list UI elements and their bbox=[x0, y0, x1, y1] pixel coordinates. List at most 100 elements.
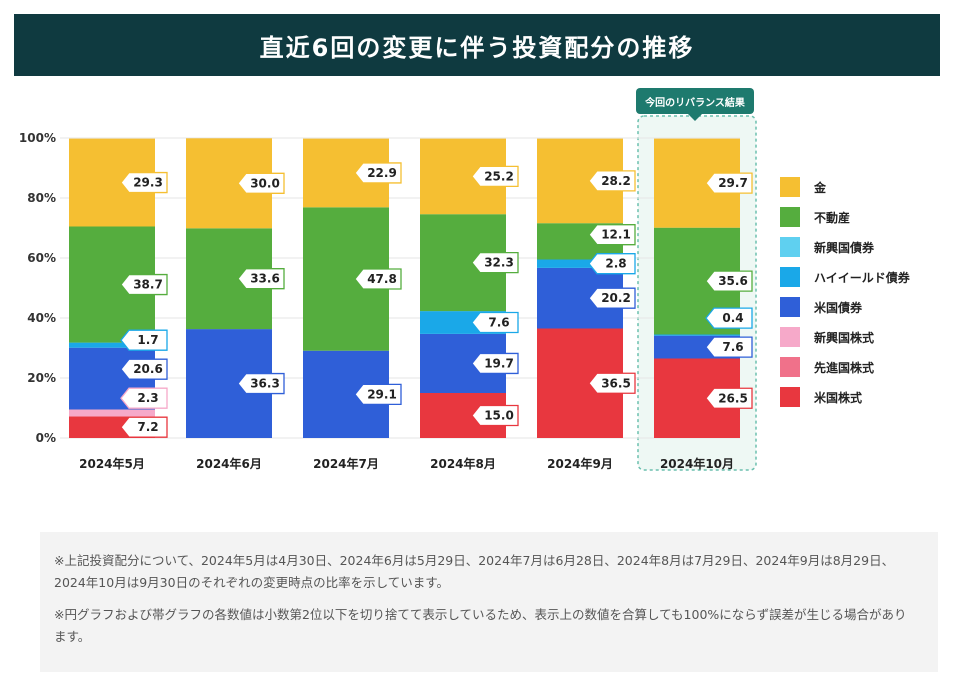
data-label: 15.0 bbox=[484, 409, 514, 423]
data-label-box bbox=[471, 252, 519, 274]
data-label-box bbox=[120, 358, 168, 380]
data-label-box bbox=[471, 352, 519, 375]
legend-item: 不動産 bbox=[780, 202, 910, 232]
y-tick-label: 40% bbox=[27, 311, 56, 325]
data-label: 7.2 bbox=[137, 420, 158, 434]
bar-segment bbox=[537, 259, 623, 268]
data-label: 19.7 bbox=[484, 356, 514, 370]
data-label-box bbox=[588, 224, 636, 246]
legend-swatch bbox=[780, 207, 800, 227]
data-label-box bbox=[588, 170, 636, 192]
data-label: 2.8 bbox=[605, 257, 626, 271]
y-tick-label: 0% bbox=[36, 431, 56, 445]
legend-item: 新興国債券 bbox=[780, 232, 910, 262]
data-label: 38.7 bbox=[133, 278, 163, 292]
data-label: 33.6 bbox=[250, 272, 280, 286]
data-label: 28.2 bbox=[601, 174, 631, 188]
data-label: 35.6 bbox=[718, 274, 748, 288]
legend-swatch bbox=[780, 177, 800, 197]
data-label: 47.8 bbox=[367, 272, 397, 286]
data-label: 32.3 bbox=[484, 256, 514, 270]
data-label: 36.3 bbox=[250, 377, 280, 391]
legend-swatch bbox=[780, 237, 800, 257]
x-category-label: 2024年6月 bbox=[196, 456, 262, 471]
legend-item: ハイイールド債券 bbox=[780, 262, 910, 292]
data-label-box bbox=[354, 268, 402, 290]
data-label-box bbox=[705, 387, 753, 409]
data-label-box bbox=[588, 372, 636, 394]
legend-swatch bbox=[780, 297, 800, 317]
chart-legend: 金不動産新興国債券ハイイールド債券 米国債券新興国株式先進国株式米国株式 bbox=[780, 172, 910, 412]
legend-label: 新興国株式 bbox=[814, 330, 875, 345]
data-label-box bbox=[237, 172, 285, 194]
x-category-label: 2024年8月 bbox=[430, 456, 496, 471]
data-label: 22.9 bbox=[367, 166, 397, 180]
legend-label: 新興国債券 bbox=[814, 240, 875, 255]
data-label: 26.5 bbox=[718, 391, 748, 405]
legend-swatch bbox=[780, 387, 800, 407]
x-category-label: 2024年5月 bbox=[79, 456, 145, 471]
data-label: 7.6 bbox=[488, 316, 509, 330]
data-label: 7.6 bbox=[722, 340, 743, 354]
legend-swatch bbox=[780, 267, 800, 287]
footnote-rounding: ※円グラフおよび帯グラフの各数値は小数第2位以下を切り捨てて表示しているため、表… bbox=[54, 607, 907, 644]
legend-item: 米国株式 bbox=[780, 382, 910, 412]
data-label: 2.3 bbox=[137, 391, 158, 405]
data-label-box bbox=[354, 162, 402, 184]
x-category-label: 2024年10月 bbox=[660, 456, 734, 471]
data-label: 20.2 bbox=[601, 291, 631, 305]
legend-swatch bbox=[780, 357, 800, 377]
legend-label: 金 bbox=[814, 180, 827, 195]
data-label-box bbox=[120, 329, 168, 351]
x-category-label: 2024年7月 bbox=[313, 456, 379, 471]
legend-item: 先進国株式 bbox=[780, 352, 910, 382]
data-label: 36.5 bbox=[601, 376, 631, 390]
data-label-box bbox=[471, 404, 519, 427]
bar-segment bbox=[654, 334, 740, 336]
chart-title: 直近6回の変更に伴う投資配分の推移 bbox=[14, 14, 940, 76]
data-label: 0.4 bbox=[722, 311, 743, 325]
data-label: 25.2 bbox=[484, 169, 514, 183]
x-category-label: 2024年9月 bbox=[547, 456, 613, 471]
data-label: 29.1 bbox=[367, 387, 397, 401]
data-label-box bbox=[705, 270, 753, 292]
data-label-box bbox=[705, 172, 753, 194]
legend-item: 米国債券 bbox=[780, 292, 910, 322]
data-label-box bbox=[120, 416, 168, 438]
current-rebalance-badge: 今回のリバランス結果 bbox=[636, 88, 754, 114]
data-label-box bbox=[471, 311, 519, 334]
data-label-box bbox=[237, 372, 285, 395]
footnote-box: ※上記投資配分について、2024年5月は4月30日、2024年6月は5月29日、… bbox=[40, 532, 938, 672]
legend-label: 先進国株式 bbox=[814, 360, 875, 375]
data-label: 20.6 bbox=[133, 362, 163, 376]
data-label: 30.0 bbox=[250, 176, 280, 190]
legend-label: ハイイールド債券 bbox=[814, 270, 910, 285]
bar-segment bbox=[69, 409, 155, 417]
stacked-bar-chart: 0% 20% 40% 60% 80% 100% 2024年5月 2024年6月 2024年7月 2… bbox=[19, 115, 757, 471]
legend-label: 米国株式 bbox=[814, 390, 863, 405]
data-label-box bbox=[120, 387, 168, 409]
footnote-date-basis: ※上記投資配分について、2024年5月は4月30日、2024年6月は5月29日、… bbox=[54, 553, 895, 590]
legend-item: 金 bbox=[780, 172, 910, 202]
data-label-box bbox=[471, 165, 519, 188]
y-tick-label: 100% bbox=[19, 131, 56, 145]
data-label-box bbox=[237, 268, 285, 290]
y-tick-label: 80% bbox=[27, 191, 56, 205]
legend-item: 新興国株式 bbox=[780, 322, 910, 352]
badge-pointer bbox=[688, 114, 702, 121]
legend-swatch bbox=[780, 327, 800, 347]
legend-label: 米国債券 bbox=[814, 300, 863, 315]
data-label-box bbox=[588, 253, 636, 275]
data-label-box bbox=[120, 171, 168, 194]
data-label: 29.7 bbox=[718, 176, 748, 190]
data-label-box bbox=[705, 336, 753, 358]
bar-segment bbox=[69, 342, 155, 348]
data-label-box bbox=[354, 383, 402, 405]
data-label: 12.1 bbox=[601, 228, 631, 242]
data-label-box bbox=[705, 307, 753, 329]
y-tick-label: 20% bbox=[27, 371, 56, 385]
legend-label: 不動産 bbox=[814, 210, 851, 225]
data-label: 1.7 bbox=[137, 333, 158, 347]
data-label: 29.3 bbox=[133, 176, 163, 190]
y-tick-label: 60% bbox=[27, 251, 56, 265]
